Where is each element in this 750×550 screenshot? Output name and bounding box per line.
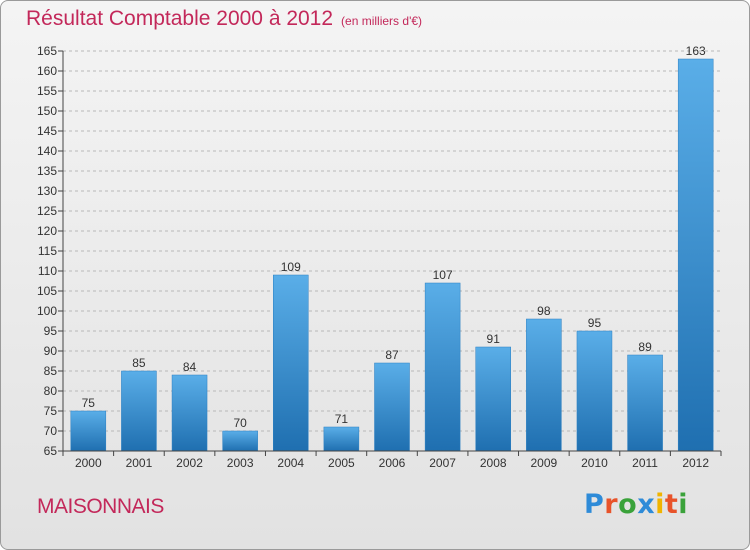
bar [121,370,157,452]
place-name: MAISONNAIS [37,495,164,518]
data-label: 89 [638,340,652,354]
y-tick-label: 145 [37,124,57,138]
y-tick-label: 100 [37,304,57,318]
bars [70,58,714,452]
bar [273,274,309,452]
x-tick-label: 2011 [632,456,658,470]
data-label: 98 [537,304,551,318]
y-tick-label: 70 [44,424,58,438]
y-tick-label: 155 [37,84,57,98]
labels: 65 70 75 80 85 90 95 100 105 110 115 120 125 130 135 14… [37,44,709,470]
bar [627,354,663,452]
chart-subtitle: (en milliers d'€) [341,14,423,28]
data-label: 109 [281,260,301,274]
chart-title: Résultat Comptable 2000 à 2012 (en millie… [26,7,422,31]
chart-title-text: Résultat Comptable 2000 à 2012 [26,7,334,30]
y-tick-label: 120 [37,224,57,238]
y-tick-label: 130 [37,184,57,198]
y-tick-label: 115 [38,244,57,258]
logo-letter: t [664,489,679,520]
x-tick-label: 2008 [480,456,507,470]
logo-letter: i [678,489,689,520]
y-tick-label: 150 [37,104,57,118]
x-tick-label: 2005 [328,456,355,470]
bar [222,430,258,452]
y-tick-label: 80 [44,384,58,398]
x-tick-label: 2007 [429,456,456,470]
logo-letter: i [655,489,665,520]
y-tick-label: 125 [37,204,57,218]
x-tick-label: 2006 [379,456,406,470]
data-label: 163 [686,44,706,58]
y-tick-label: 65 [44,444,58,458]
bar [475,346,511,452]
logo-letter: r [604,489,619,520]
y-tick-label: 165 [37,44,57,58]
bar [374,362,410,452]
x-tick-label: 2012 [682,456,709,470]
y-tick-label: 105 [37,284,57,298]
x-tick-label: 2001 [126,456,153,470]
y-tick-label: 135 [37,164,57,178]
data-label: 95 [588,316,602,330]
data-label: 85 [132,356,146,370]
data-label: 84 [183,360,197,374]
y-tick-label: 95 [44,324,58,338]
x-tick-label: 2000 [75,456,102,470]
y-tick-label: 85 [44,364,58,378]
data-label: 91 [487,332,501,346]
bar [323,426,360,452]
data-label: 87 [385,348,399,362]
x-tick-label: 2003 [227,456,254,470]
axes [58,50,722,456]
proxiti-logo: Proxiti [584,489,688,520]
bar [424,282,461,452]
x-tick-label: 2009 [530,456,557,470]
x-tick-label: 2002 [176,456,203,470]
y-tick-label: 90 [44,344,58,358]
data-label: 70 [233,416,247,430]
y-tick-label: 140 [37,144,57,158]
logo-letter: P [584,489,605,520]
x-tick-label: 2004 [277,456,304,470]
data-label: 71 [335,412,349,426]
bar [526,318,562,452]
bar [576,330,613,452]
y-tick-label: 75 [44,404,58,418]
data-label: 107 [433,268,453,282]
logo-letter: x [637,489,656,520]
bar [70,410,107,452]
bar [171,374,208,452]
x-tick-label: 2010 [581,456,608,470]
bar [677,58,714,452]
y-tick-label: 160 [37,64,57,78]
data-label: 75 [82,396,96,410]
y-tick-label: 110 [38,264,57,278]
logo-letter: o [618,489,638,520]
